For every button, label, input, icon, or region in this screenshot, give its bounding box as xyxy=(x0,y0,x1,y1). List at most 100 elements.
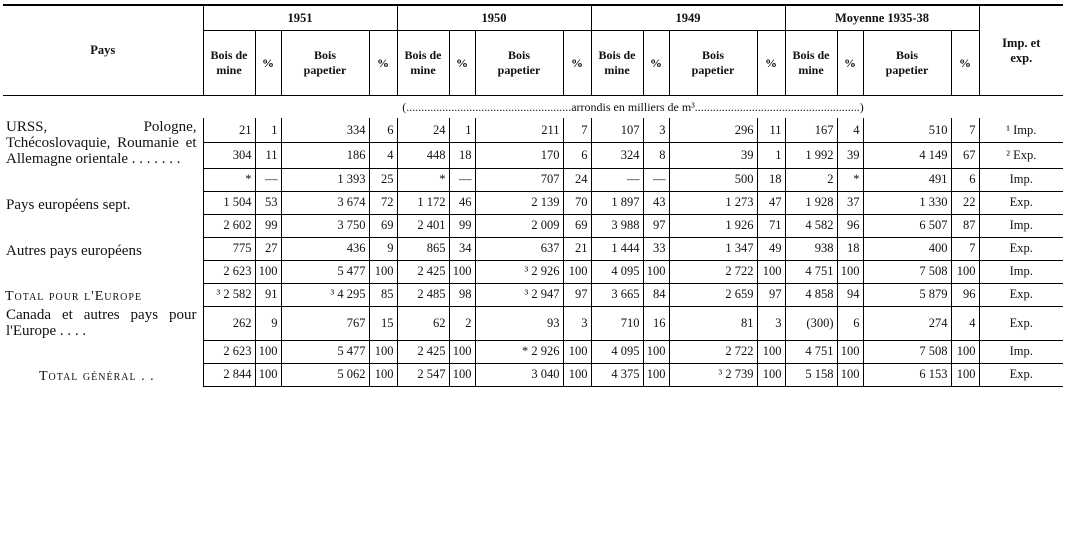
flow-type: Imp. xyxy=(978,214,1064,238)
cell: 21 xyxy=(562,237,592,261)
data-row: 1 504 53 3 674 72 1 172 46 2 139 70 1 897 43 1 273… xyxy=(3,191,1064,215)
cell: 2 401 xyxy=(396,214,449,238)
imp-exp-header: Imp. et exp. xyxy=(978,4,1064,96)
cell: ³ 4 295 xyxy=(281,283,369,307)
cell: 99 xyxy=(254,214,282,238)
cell: 18 xyxy=(756,168,786,192)
cell: 97 xyxy=(642,214,670,238)
cell: 1 992 xyxy=(784,142,837,169)
cell: 24 xyxy=(396,118,449,144)
cell: 510 xyxy=(863,118,951,144)
cell: 97 xyxy=(756,283,786,307)
cell: 1 347 xyxy=(669,237,757,261)
cell: 91 xyxy=(254,283,282,307)
cell: 5 062 xyxy=(281,363,369,387)
cell: ³ 2 739 xyxy=(669,363,757,387)
cell: 4 095 xyxy=(590,260,643,284)
subheader: Bois de mine xyxy=(590,30,643,96)
subheader: % xyxy=(642,30,670,96)
cell: 4 149 xyxy=(863,142,951,169)
cell: 100 xyxy=(562,260,592,284)
period-header: 1951 xyxy=(202,4,397,31)
cell: 1 172 xyxy=(396,191,449,215)
subheader: % xyxy=(368,30,398,96)
blank xyxy=(3,96,203,119)
cell: 87 xyxy=(950,214,980,238)
unit-note: (.......................................… xyxy=(402,99,864,114)
cell: 107 xyxy=(590,118,643,144)
cell: 34 xyxy=(448,237,476,261)
cell: 400 xyxy=(863,237,951,261)
cell: 69 xyxy=(562,214,592,238)
subheader: Bois de mine xyxy=(784,30,837,96)
cell: 1 xyxy=(756,142,786,169)
cell: (300) xyxy=(784,306,837,341)
cell: 100 xyxy=(756,340,786,364)
data-row: Canada et autres pays pour l'Europe . . … xyxy=(3,306,1064,341)
cell: 37 xyxy=(836,191,864,215)
cell: — xyxy=(642,168,670,192)
flow-type: Imp. xyxy=(978,260,1064,284)
cell: 2 722 xyxy=(669,340,757,364)
subheader-row: Bois de mine% Bois papetier% Bois de mine%… xyxy=(3,30,1063,96)
cell: * xyxy=(836,168,864,192)
cell: 43 xyxy=(642,191,670,215)
data-row: Autres pays européens 2 602 99 3 750 69 2 401… xyxy=(3,214,1064,259)
cell: 25 xyxy=(368,168,398,192)
cell: 4 858 xyxy=(784,283,837,307)
subheader: % xyxy=(254,30,282,96)
cell: 1 897 xyxy=(590,191,643,215)
flow-type: Exp. xyxy=(978,191,1064,215)
cell: ³ 2 582 xyxy=(202,283,255,307)
cell: 5 879 xyxy=(863,283,951,307)
cell: 1 273 xyxy=(669,191,757,215)
flow-type: ² Exp. xyxy=(978,142,1064,169)
cell: 3 665 xyxy=(590,283,643,307)
cell: * 2 926 xyxy=(475,340,563,364)
flow-type: Imp. xyxy=(978,340,1064,364)
cell: 274 xyxy=(863,306,951,341)
cell: 33 xyxy=(642,237,670,261)
unit-row: (.......................................… xyxy=(3,96,1063,119)
data-row: Total pour l'Europe 2 623 100 5 477 100 2 425… xyxy=(3,260,1064,304)
cell: 334 xyxy=(281,118,369,144)
data-row: 775 27 436 9 865 34 637 21 1 444 33 1 347 49 938 18 40… xyxy=(3,237,1064,261)
cell: 6 xyxy=(562,142,592,169)
cell: 11 xyxy=(756,118,786,144)
period-header: 1950 xyxy=(396,4,591,31)
country: Total pour l'Europe xyxy=(5,289,143,304)
cell: 100 xyxy=(562,363,592,387)
cell: 2 485 xyxy=(396,283,449,307)
cell: 100 xyxy=(642,363,670,387)
cell: 938 xyxy=(784,237,837,261)
cell: 4 582 xyxy=(784,214,837,238)
cell: 100 xyxy=(642,340,670,364)
cell: 3 750 xyxy=(281,214,369,238)
cell: 637 xyxy=(475,237,563,261)
cell: 2 623 xyxy=(202,340,255,364)
cell: 2 xyxy=(448,306,476,341)
cell: 100 xyxy=(368,340,398,364)
cell: 4 xyxy=(950,306,980,341)
cell: 94 xyxy=(836,283,864,307)
cell: 7 508 xyxy=(863,260,951,284)
cell: 9 xyxy=(368,237,398,261)
cell: 2 009 xyxy=(475,214,563,238)
cell: 39 xyxy=(669,142,757,169)
cell: 100 xyxy=(950,340,980,364)
flow-type: ¹ Imp. xyxy=(978,118,1064,144)
cell: 99 xyxy=(448,214,476,238)
cell: 6 xyxy=(950,168,980,192)
data-row: Total général . .2 623 100 5 477 100 2 425 10… xyxy=(3,340,1064,384)
cell: 4 751 xyxy=(784,260,837,284)
cell: 69 xyxy=(368,214,398,238)
cell: 1 444 xyxy=(590,237,643,261)
cell: 3 xyxy=(756,306,786,341)
cell: 93 xyxy=(475,306,563,341)
cell: 100 xyxy=(950,363,980,387)
cell: 62 xyxy=(396,306,449,341)
cell: 39 xyxy=(836,142,864,169)
cell: 5 477 xyxy=(281,340,369,364)
cell: 170 xyxy=(475,142,563,169)
